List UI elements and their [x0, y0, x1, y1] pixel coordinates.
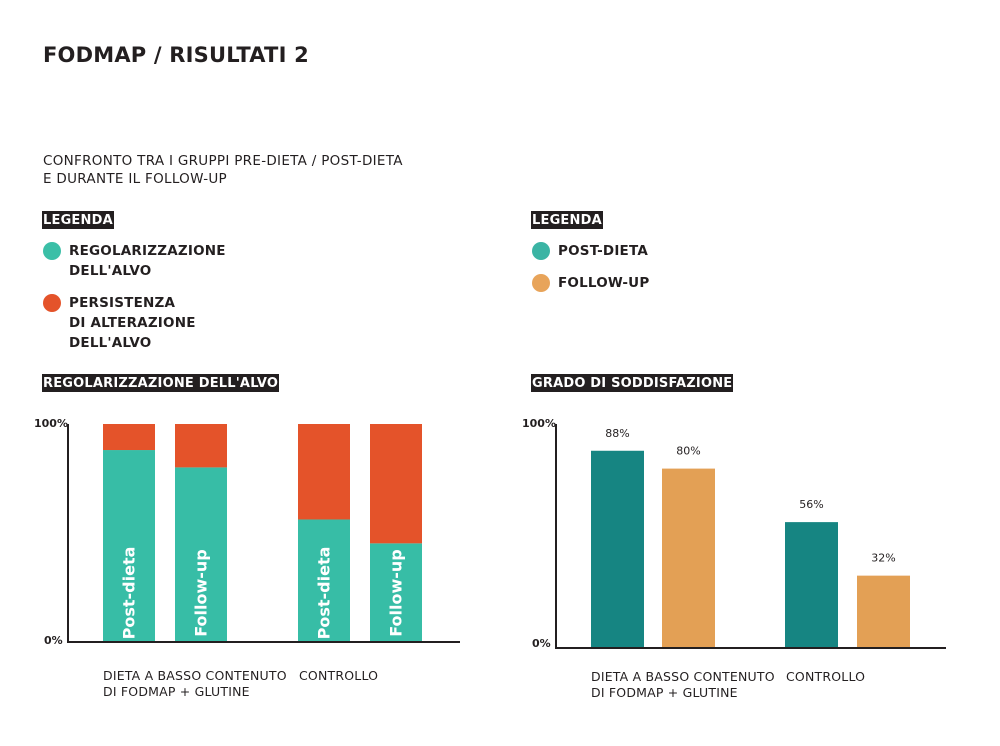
legend-label-persistenza: PERSISTENZA DI ALTERAZIONE DELL'ALVO [69, 295, 196, 351]
chart1-ytick-0: 0% [44, 634, 63, 647]
right-legend-heading: LEGENDA [531, 211, 603, 229]
bar-value-label: 88% [605, 427, 629, 440]
page-title: FODMAP / RISULTATI 2 [43, 43, 309, 67]
bar-segment-regolarizzazione [298, 519, 350, 641]
page-subtitle: CONFRONTO TRA I GRUPPI PRE-DIETA / POST-… [43, 153, 403, 187]
amber-dot-icon [532, 274, 550, 292]
chart2-ytick-0: 0% [532, 637, 551, 650]
bar-segment-persistenza [175, 424, 227, 468]
bar-segment-regolarizzazione [103, 450, 155, 641]
legend-label-post-dieta: POST-DIETA [558, 243, 648, 259]
bar-label: Post-dieta [315, 547, 334, 640]
chart2-group-label-controllo: CONTROLLO [786, 669, 866, 684]
bar-segment-persistenza [370, 424, 422, 544]
bar-value-label: 32% [871, 552, 895, 565]
bar-label: Post-dieta [120, 547, 139, 640]
chart2-group-label-fodmap: DIETA A BASSO CONTENUTO DI FODMAP + GLUT… [591, 669, 775, 700]
bar-follow-up [662, 468, 715, 647]
bar-segment-persistenza [103, 424, 155, 451]
bar-segment-persistenza [298, 424, 350, 520]
bar-label: Follow-up [387, 549, 406, 637]
chart1-ytick-100: 100% [34, 417, 68, 430]
legend-item-follow-up: FOLLOW-UP [532, 273, 649, 293]
bar-label: Follow-up [192, 549, 211, 637]
orange-dot-icon [43, 294, 61, 312]
bar-follow-up [857, 575, 910, 647]
teal-dot-icon [43, 242, 61, 260]
left-legend-heading: LEGENDA [42, 211, 114, 229]
legend-item-persistenza: PERSISTENZA DI ALTERAZIONE DELL'ALVO [43, 293, 196, 353]
legend-label-regolarizzazione: REGOLARIZZAZIONE DELL'ALVO [69, 243, 226, 279]
chart1-title: REGOLARIZZAZIONE DELL'ALVO [42, 374, 280, 392]
chart1-group-label-fodmap: DIETA A BASSO CONTENUTO DI FODMAP + GLUT… [103, 668, 287, 699]
teal-dot-icon [532, 242, 550, 260]
bar-post-dieta [785, 522, 838, 647]
bar-value-label: 56% [799, 498, 823, 511]
bar-post-dieta [591, 450, 644, 647]
chart2-title: GRADO DI SODDISFAZIONE [531, 374, 734, 392]
legend-item-regolarizzazione: REGOLARIZZAZIONE DELL'ALVO [43, 241, 226, 281]
bar-value-label: 80% [676, 445, 700, 458]
bar-segment-regolarizzazione [175, 467, 227, 641]
legend-item-post-dieta: POST-DIETA [532, 241, 648, 261]
chart1-group-label-controllo: CONTROLLO [299, 668, 379, 683]
bar-segment-regolarizzazione [370, 543, 422, 641]
chart2-ytick-100: 100% [522, 417, 556, 430]
legend-label-follow-up: FOLLOW-UP [558, 275, 650, 291]
